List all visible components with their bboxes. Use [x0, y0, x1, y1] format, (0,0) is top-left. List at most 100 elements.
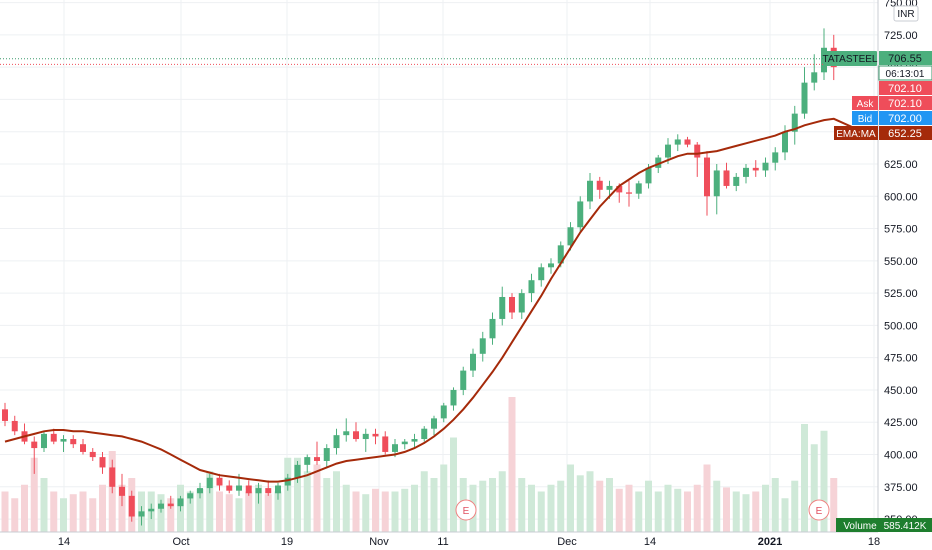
candle — [206, 473, 213, 494]
candle — [577, 196, 584, 233]
candle — [382, 431, 389, 455]
volume-bar — [401, 488, 409, 532]
candle — [60, 435, 67, 452]
bid-value-box — [879, 111, 932, 125]
volume-bar — [586, 471, 594, 532]
ask-label: Ask — [857, 99, 875, 110]
earnings-marker-2-label: E — [816, 506, 823, 517]
candle — [733, 173, 740, 192]
price-tick-label: 750.00 — [884, 0, 918, 10]
symbol-label: TATASTEEL — [822, 54, 877, 65]
price-tick-label: 475.00 — [884, 353, 918, 365]
candle — [499, 286, 506, 326]
volume-bar — [11, 498, 19, 532]
time-tick-label: Dec — [557, 536, 577, 548]
volume-bar — [576, 475, 584, 532]
last-price-box — [879, 51, 932, 65]
price-tick-label: 425.00 — [884, 417, 918, 429]
candle — [401, 439, 408, 450]
candle — [70, 435, 77, 449]
time-tick-label: 18 — [868, 536, 880, 548]
volume-bar — [50, 491, 58, 532]
volume-bar — [645, 480, 652, 532]
candle — [333, 428, 340, 455]
candle — [109, 459, 116, 494]
volume-bar — [557, 480, 565, 532]
time-axis-background[interactable] — [0, 532, 932, 550]
volume-bar — [537, 491, 545, 532]
volume-bar — [303, 471, 311, 532]
candle — [450, 387, 457, 411]
candle — [772, 147, 779, 171]
price-tick-label: 525.00 — [884, 288, 918, 300]
candle — [255, 482, 262, 504]
volume-bar — [294, 457, 301, 532]
candle — [421, 426, 428, 442]
time-tick-label: Oct — [172, 536, 189, 548]
candle — [353, 422, 359, 442]
volume-bar — [713, 480, 721, 532]
candle — [752, 160, 759, 177]
currency-badge-box[interactable] — [893, 5, 919, 22]
volume-bar — [674, 488, 682, 532]
volume-bars — [1, 397, 838, 532]
countdown-box — [878, 65, 932, 81]
candle — [528, 273, 535, 303]
volume-bar — [235, 498, 243, 532]
prev-price-value: 702.10 — [888, 83, 922, 95]
price-tick-label: 400.00 — [884, 450, 918, 462]
volume-bar — [762, 484, 769, 532]
candle — [11, 415, 18, 436]
volume-bar — [225, 494, 233, 532]
volume-bar — [489, 478, 496, 532]
volume-bar — [791, 480, 799, 532]
volume-bar — [372, 488, 379, 532]
volume-bar — [596, 480, 604, 532]
candle — [275, 482, 281, 500]
volume-bar — [216, 491, 223, 532]
volume-bar — [498, 471, 506, 532]
candle — [294, 460, 301, 483]
volume-bar — [430, 478, 438, 532]
candle — [674, 134, 681, 152]
ask-label-box — [852, 96, 878, 110]
volume-bar — [342, 484, 350, 532]
volume-bar — [684, 491, 691, 532]
candle — [811, 54, 818, 91]
volume-bar — [567, 464, 574, 532]
candle — [265, 480, 272, 496]
candle — [372, 428, 379, 445]
candle — [460, 366, 467, 396]
candle — [801, 67, 808, 119]
symbol-label-box — [824, 51, 877, 66]
volume-bar — [440, 464, 448, 532]
candle — [411, 433, 418, 449]
earnings-marker-2[interactable] — [808, 499, 830, 521]
price-tick-label: 725.00 — [884, 30, 918, 42]
price-tick-label: 625.00 — [884, 159, 918, 171]
candle — [245, 480, 252, 496]
price-candles — [2, 28, 837, 526]
volume-bar — [830, 478, 838, 532]
candle — [21, 423, 28, 445]
earnings-marker-1[interactable] — [455, 499, 477, 521]
volume-bar — [21, 484, 28, 532]
candle — [479, 331, 486, 362]
candle — [216, 473, 223, 491]
candle — [158, 499, 164, 513]
volume-bar — [820, 430, 828, 532]
volume-bar — [60, 498, 67, 532]
candle — [518, 289, 525, 319]
candle — [567, 222, 574, 251]
volume-bar — [615, 488, 623, 532]
candle — [197, 482, 203, 499]
volume-bar — [333, 471, 340, 532]
volume-bar — [313, 464, 321, 532]
volume-bar — [664, 484, 672, 532]
volume-bar — [752, 491, 760, 532]
last-price-value: 706.55 — [888, 53, 922, 65]
volume-bar — [352, 491, 360, 532]
volume-bar — [99, 484, 106, 532]
volume-bar — [732, 491, 740, 532]
